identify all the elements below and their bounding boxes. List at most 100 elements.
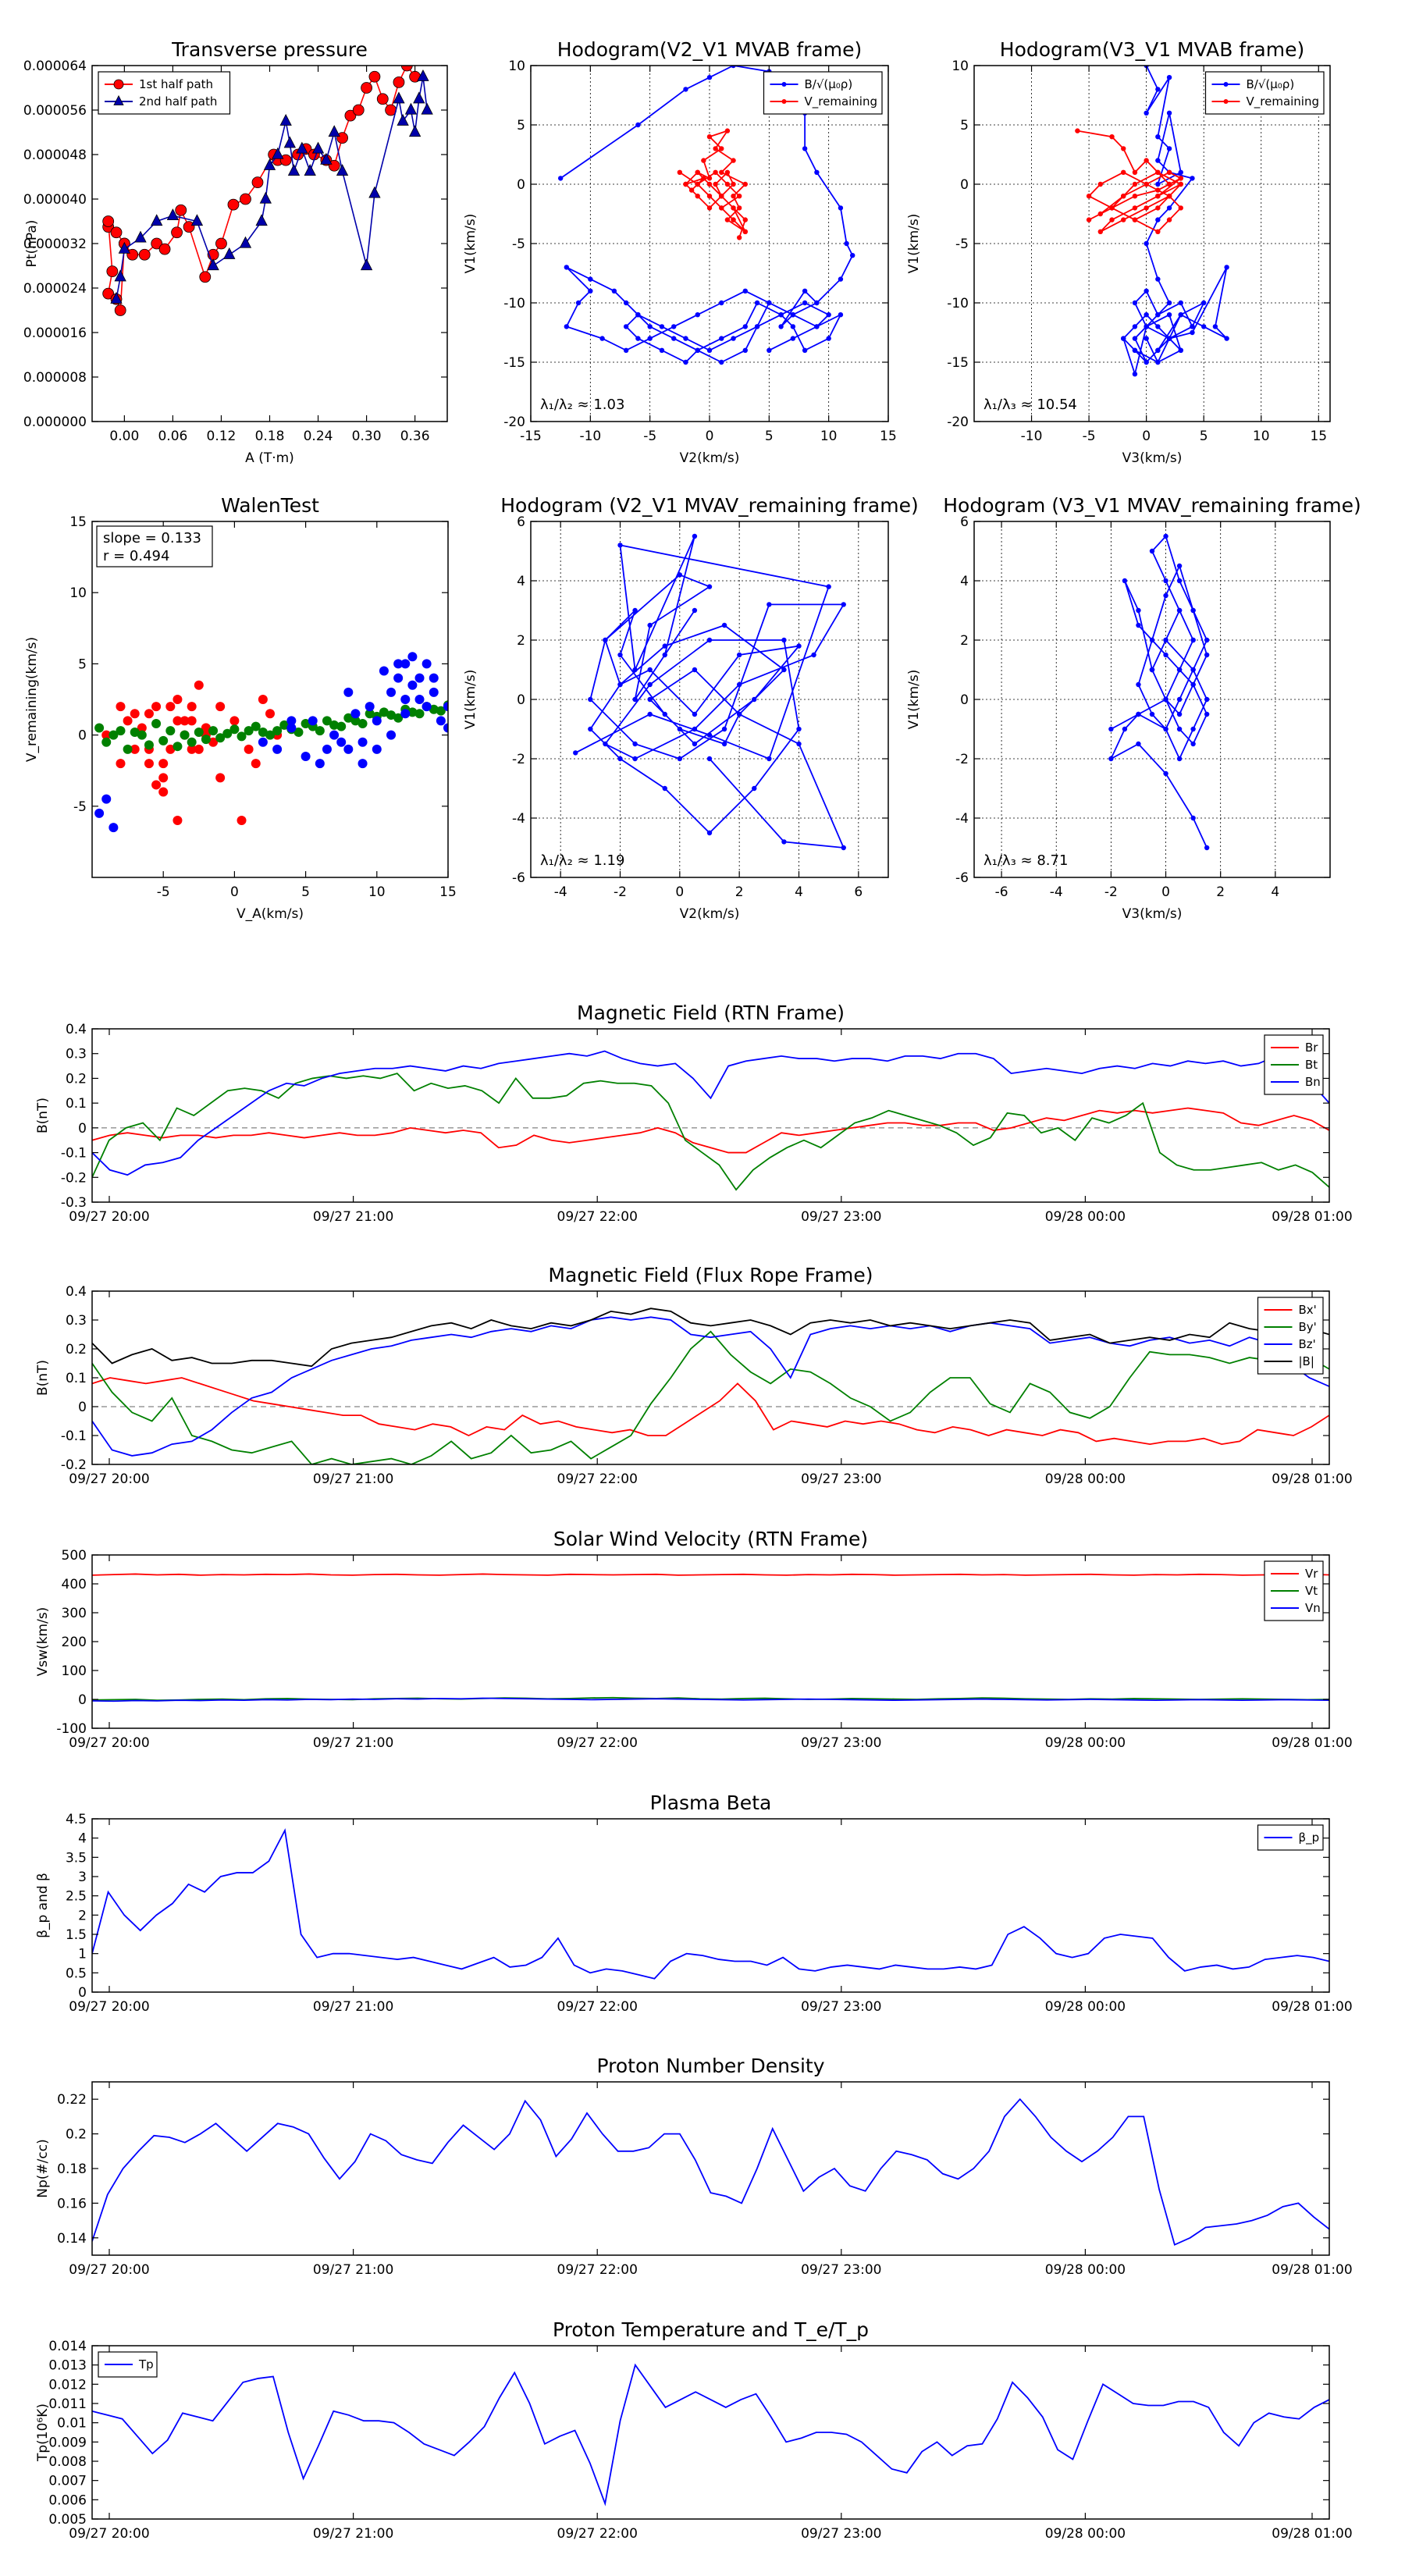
data-point bbox=[1121, 336, 1126, 341]
data-point bbox=[814, 169, 820, 175]
legend-box bbox=[1204, 71, 1325, 115]
x-tick-label: 5 bbox=[765, 429, 774, 444]
chart-title: Transverse pressure bbox=[171, 38, 368, 61]
data-point bbox=[742, 217, 748, 222]
data-point bbox=[350, 716, 361, 726]
data-point bbox=[194, 744, 204, 754]
x-tick-label: -5 bbox=[157, 884, 170, 900]
data-point bbox=[1155, 158, 1161, 163]
data-point bbox=[1166, 181, 1172, 187]
data-point bbox=[647, 711, 653, 717]
y-tick-label: 0.5 bbox=[66, 1966, 87, 1981]
x-tick-label: 0.30 bbox=[352, 429, 382, 444]
data-point bbox=[251, 176, 264, 189]
x-tick-label: 0 bbox=[230, 884, 239, 900]
data-point bbox=[166, 208, 180, 221]
data-point bbox=[130, 744, 140, 754]
data-point bbox=[1144, 288, 1149, 294]
y-tick-label: 6 bbox=[960, 514, 969, 530]
data-point bbox=[1132, 372, 1138, 377]
y-tick-label: 4 bbox=[78, 1831, 87, 1847]
x-tick-label: 4 bbox=[1271, 884, 1279, 900]
x-tick-label: 10 bbox=[1253, 429, 1270, 444]
plot-area bbox=[1075, 66, 1229, 377]
x-tick-label: 09/27 22:00 bbox=[557, 2262, 638, 2278]
y-tick-label: 5 bbox=[78, 656, 87, 672]
data-point bbox=[1163, 696, 1168, 703]
y-axis-label: Vsw(km/s) bbox=[35, 1607, 51, 1677]
y-tick-label: 0 bbox=[517, 177, 525, 193]
data-point bbox=[322, 744, 332, 754]
data-point bbox=[272, 726, 283, 736]
y-tick-label: -0.1 bbox=[61, 1146, 87, 1162]
series-line bbox=[92, 1308, 1329, 1368]
x-tick-label: 09/27 21:00 bbox=[313, 2262, 393, 2278]
x-tick-label: 0.24 bbox=[304, 429, 333, 444]
data-point bbox=[417, 69, 429, 81]
data-point bbox=[407, 680, 418, 690]
data-point bbox=[564, 324, 569, 329]
data-point bbox=[259, 191, 272, 204]
data-point bbox=[742, 181, 748, 187]
data-point bbox=[617, 681, 623, 688]
data-point bbox=[826, 336, 831, 341]
y-tick-label: 1 bbox=[78, 1947, 87, 1962]
data-point bbox=[1109, 217, 1115, 222]
y-tick-label: 0.000016 bbox=[23, 326, 87, 341]
y-tick-label: 0.008 bbox=[48, 2454, 87, 2470]
data-point bbox=[706, 830, 713, 836]
data-point bbox=[719, 194, 724, 199]
data-point bbox=[814, 300, 820, 306]
data-point bbox=[1149, 667, 1155, 673]
x-tick-label: -2 bbox=[614, 884, 627, 900]
data-point bbox=[695, 347, 700, 353]
y-tick-label: 0.009 bbox=[48, 2435, 87, 2450]
x-tick-label: 09/27 20:00 bbox=[69, 1999, 149, 2015]
data-point bbox=[1132, 217, 1138, 222]
series-line bbox=[1122, 66, 1228, 377]
y-tick-label: -0.1 bbox=[61, 1429, 87, 1444]
data-point bbox=[1121, 217, 1126, 222]
data-point bbox=[1144, 240, 1149, 247]
plot-frame bbox=[973, 65, 1331, 422]
data-point bbox=[336, 132, 348, 144]
data-point bbox=[701, 176, 706, 181]
data-point bbox=[701, 158, 706, 163]
data-point bbox=[1163, 533, 1168, 539]
data-point bbox=[683, 336, 688, 341]
x-tick-label: 09/27 20:00 bbox=[69, 1471, 149, 1487]
data-point bbox=[258, 695, 268, 704]
y-tick-label: -0.2 bbox=[61, 1170, 87, 1186]
data-point bbox=[336, 721, 347, 731]
x-tick-label: 09/27 20:00 bbox=[69, 1209, 149, 1225]
data-point bbox=[692, 533, 698, 539]
legend-marker bbox=[781, 82, 787, 87]
data-point bbox=[436, 716, 446, 726]
data-point bbox=[1204, 845, 1210, 851]
data-point bbox=[144, 709, 154, 719]
transverse-pressure: Transverse pressure 0.00 0.06 0.12 0.18 0.24 0… bbox=[23, 38, 448, 466]
y-axis-label: B(nT) bbox=[35, 1360, 51, 1396]
series-line bbox=[92, 1050, 1329, 1176]
data-point bbox=[811, 652, 816, 658]
data-point bbox=[1155, 359, 1161, 365]
x-axis-label: V2(km/s) bbox=[680, 450, 740, 466]
data-point bbox=[1176, 711, 1183, 717]
data-point bbox=[108, 823, 119, 833]
data-point bbox=[1163, 637, 1168, 643]
data-point bbox=[1132, 324, 1138, 329]
y-tick-label: 0 bbox=[78, 1400, 87, 1415]
x-tick-label: 15 bbox=[880, 429, 897, 444]
data-point bbox=[731, 205, 736, 211]
data-point bbox=[272, 147, 284, 159]
data-point bbox=[796, 726, 802, 732]
proton-temperature: Proton Temperature and T_e/T_p 09/27 20:0… bbox=[35, 2318, 1353, 2542]
data-point bbox=[724, 128, 731, 133]
data-point bbox=[721, 726, 727, 732]
data-point bbox=[165, 744, 176, 754]
series-line bbox=[107, 66, 416, 311]
legend-marker bbox=[113, 79, 124, 90]
data-point bbox=[647, 622, 653, 628]
chart-title: Hodogram(V2_V1 MVAB frame) bbox=[557, 38, 862, 61]
